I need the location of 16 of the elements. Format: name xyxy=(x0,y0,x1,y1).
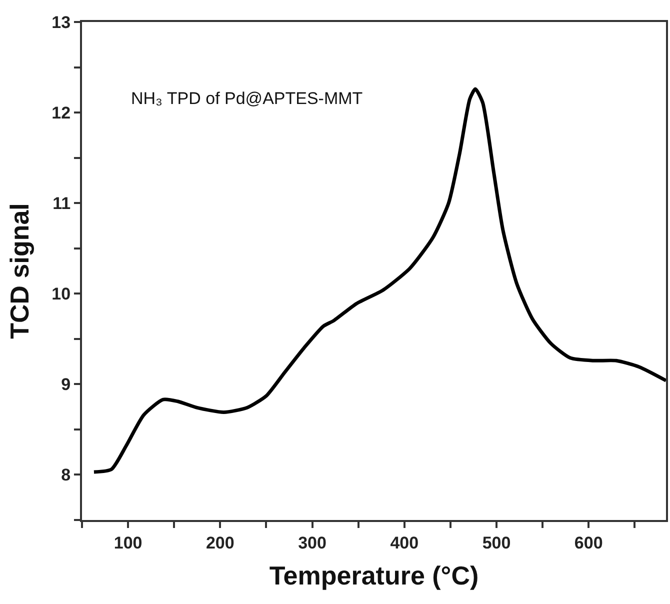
line-series xyxy=(92,87,666,474)
y-tick-label: 9 xyxy=(61,375,71,394)
x-tick-label: 100 xyxy=(114,533,142,552)
y-axis-title: TCD signal xyxy=(4,203,35,339)
y-tick-label: 8 xyxy=(61,466,71,485)
x-tick-label: 500 xyxy=(482,533,511,552)
annotation: NH₃ TPD of Pd@APTES-MMT xyxy=(131,89,363,108)
y-tick-label: 12 xyxy=(52,104,71,122)
x-tick-label: 400 xyxy=(390,533,419,552)
y-tick-label: 10 xyxy=(52,284,71,304)
x-axis-title: Temperature (°C) xyxy=(269,560,479,591)
y-tick-label: 11 xyxy=(52,194,71,214)
x-tick-label: 600 xyxy=(574,533,603,552)
y-tick-label: 13 xyxy=(52,12,71,32)
x-tick-label: 300 xyxy=(298,533,326,552)
x-tick-label: 200 xyxy=(206,533,234,552)
